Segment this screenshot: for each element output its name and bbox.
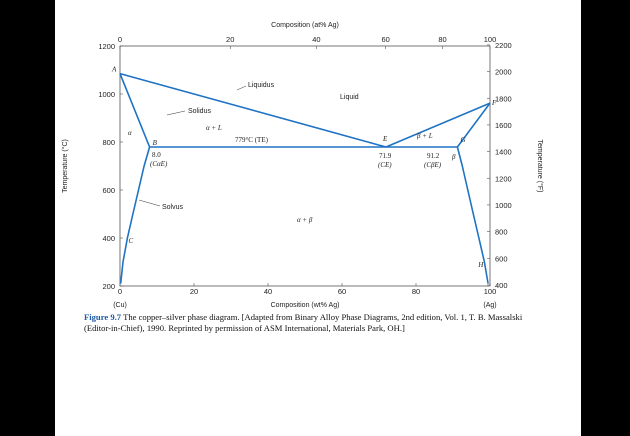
bottom-tick-label: 100 — [484, 287, 497, 296]
right-tick-label: 2000 — [495, 68, 512, 77]
phase-boundary-liquidus-left — [119, 72, 387, 148]
top-tick-label: 60 — [381, 35, 389, 44]
bottom-right-end-label: (Ag) — [483, 302, 496, 309]
point-label-h: H — [477, 261, 484, 269]
solidus-label: Solidus — [188, 108, 211, 115]
right-tick-label: 1800 — [495, 94, 512, 103]
left-tick-label: 400 — [102, 234, 115, 243]
textbook-page — [55, 0, 581, 436]
top-tick-label: 0 — [118, 35, 122, 44]
solvus-leader — [138, 199, 161, 207]
alpha-beta-label: α + β — [297, 216, 313, 224]
e-composition: 71.9 — [379, 152, 392, 160]
eutectic-temp-label: 779°C (TE) — [235, 136, 269, 144]
bottom-tick-label: 40 — [264, 287, 272, 296]
right-axis-title: Temperature (°F) — [536, 140, 544, 193]
point-label-a: A — [111, 66, 117, 74]
bottom-tick-label: 80 — [412, 287, 420, 296]
phase-boundary-solvus-left — [119, 146, 151, 284]
top-tick-label: 80 — [438, 35, 446, 44]
left-axis-title: Temperature (°C) — [61, 139, 69, 193]
right-tick-label: 800 — [495, 228, 508, 237]
left-tick-label: 1200 — [98, 42, 115, 51]
figure-label: Figure 9.7 — [84, 312, 122, 322]
left-tick-label: 1000 — [98, 90, 115, 99]
b-composition: 8.0 — [152, 151, 161, 159]
alpha-l-label: α + L — [206, 124, 222, 132]
solvus-label: Solvus — [162, 204, 184, 211]
right-tick-label: 400 — [495, 281, 508, 290]
figure-caption: Figure 9.7 The copper–silver phase diagr… — [84, 312, 524, 334]
left-tick-label: 800 — [102, 138, 115, 147]
solidus-leader — [166, 110, 186, 116]
g-composition: 91.2 — [427, 152, 440, 160]
point-label-e: E — [382, 135, 388, 143]
right-tick-label: 1600 — [495, 121, 512, 130]
bottom-tick-label: 20 — [190, 287, 198, 296]
right-tick-label: 600 — [495, 254, 508, 263]
right-tick-label: 1200 — [495, 174, 512, 183]
g-composition-symbol: (CβE) — [424, 161, 442, 169]
bottom-axis-title: Composition (wt% Ag) — [271, 302, 340, 309]
bottom-left-end-label: (Cu) — [113, 302, 127, 309]
phase-boundary-solvus-right — [456, 146, 489, 284]
top-tick-label: 100 — [484, 35, 497, 44]
bottom-tick-label: 60 — [338, 287, 346, 296]
phase-boundary-solidus-left — [119, 73, 151, 148]
phase-boundary-solidus-right — [456, 102, 491, 148]
liquidus-label: Liquidus — [248, 82, 275, 89]
beta-label: β — [451, 153, 456, 161]
left-tick-label: 200 — [102, 282, 115, 291]
right-tick-label: 1000 — [495, 201, 512, 210]
b-composition-symbol: (CαE) — [150, 160, 168, 168]
liquid-label: Liquid — [340, 94, 359, 101]
beta-l-label: β + L — [416, 132, 433, 140]
figure-caption-text: The copper–silver phase diagram. [Adapte… — [84, 312, 523, 333]
point-label-b: B — [153, 139, 158, 147]
plot-frame — [119, 45, 491, 287]
phase-boundary-liquidus-right — [385, 102, 491, 148]
e-composition-symbol: (CE) — [378, 161, 392, 169]
point-label-g: G — [460, 136, 465, 144]
point-label-c: C — [129, 237, 134, 245]
bottom-tick-label: 0 — [118, 287, 122, 296]
liquidus-leader — [236, 85, 247, 91]
right-tick-label: 1400 — [495, 148, 512, 157]
left-tick-label: 600 — [102, 186, 115, 195]
point-label-f: F — [491, 99, 497, 107]
top-axis-title: Composition (at% Ag) — [271, 22, 339, 29]
right-tick-label: 2200 — [495, 41, 512, 50]
top-tick-label: 40 — [312, 35, 320, 44]
top-tick-label: 20 — [226, 35, 234, 44]
alpha-label: α — [128, 129, 132, 137]
